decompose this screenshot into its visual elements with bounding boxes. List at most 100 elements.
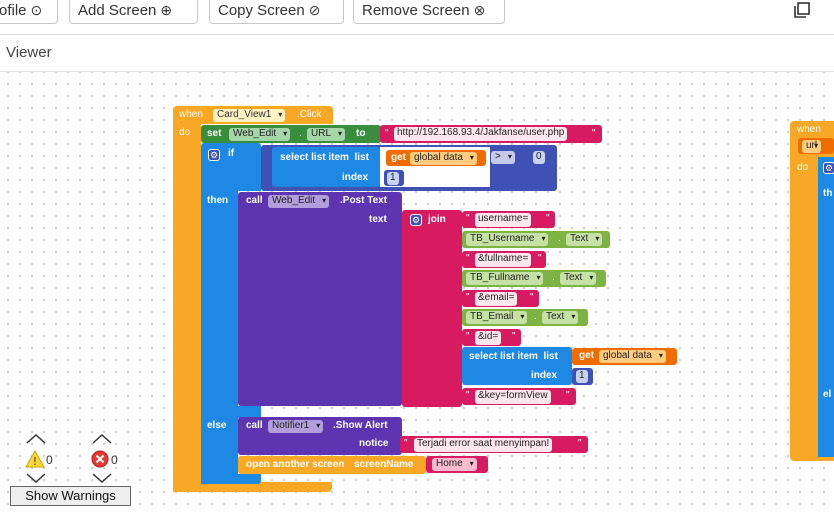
if-block[interactable]: ⚙ if (201, 143, 261, 191)
text-param-label: text (369, 214, 387, 225)
screen-name-label: screenName (354, 459, 414, 470)
list-label: list (354, 152, 369, 163)
open-screen-block[interactable]: open another screen screenName (238, 456, 426, 474)
post-text-block[interactable]: call Web_Edit .Post Text text (238, 192, 402, 406)
global-data-dropdown-2[interactable]: global data (599, 350, 666, 363)
tb-email-dropdown[interactable]: TB_Email (466, 311, 528, 324)
tb-email-property-dropdown[interactable]: Text (542, 311, 579, 324)
fullname-string[interactable]: &fullname= (475, 253, 532, 267)
join-item-id[interactable]: " &id= " (462, 329, 521, 346)
url-string[interactable]: http://192.168.93.4/Jakfanse/user.php (394, 127, 568, 141)
svg-text:!: ! (33, 455, 37, 468)
email-string[interactable]: &email= (475, 292, 518, 306)
get-global-data-block[interactable]: get global data (386, 150, 486, 166)
alert-method-label: .Show Alert (333, 420, 388, 431)
join-item-key[interactable]: " &key=formView " (462, 388, 576, 405)
copy-screen-button[interactable]: Copy Screen ⊘ (209, 0, 344, 24)
remove-screen-button[interactable]: Remove Screen ⊗ (353, 0, 505, 24)
if-then-column: then (201, 191, 238, 418)
copy-page-icon[interactable] (794, 2, 810, 18)
show-alert-block[interactable]: call Notifier1 .Show Alert notice (238, 417, 402, 455)
open-screen-label: open another screen (246, 459, 345, 470)
select-list-item-block-2[interactable]: select list item list index (462, 347, 572, 385)
screen-value-block[interactable]: Home (426, 456, 488, 473)
error-icon (91, 450, 109, 468)
post-component-dropdown[interactable]: Web_Edit (268, 195, 330, 208)
select-list-item-block[interactable]: select list item list index (272, 147, 380, 187)
set-url-block[interactable]: set Web_Edit . URL to (201, 125, 381, 143)
index-number-2[interactable]: 1 (576, 370, 588, 383)
event-block-header[interactable]: when Card_View1 .Click (173, 106, 333, 124)
else-label: else (207, 420, 227, 431)
profile-label: ofile (0, 2, 27, 19)
get-global-data-block-2[interactable]: get global data (572, 348, 677, 365)
id-string[interactable]: &id= (475, 331, 502, 345)
username-string[interactable]: username= (475, 213, 532, 227)
warning-count: 0 (46, 453, 53, 467)
compare-operator-dropdown[interactable]: > (491, 151, 515, 164)
notice-string[interactable]: Terjadi error saat menyimpan! (414, 438, 553, 452)
second-url-dropdown[interactable]: url (802, 140, 822, 153)
alert-component-dropdown[interactable]: Notifier1 (268, 420, 324, 433)
index-number[interactable]: 1 (387, 172, 399, 185)
tb-username-dropdown[interactable]: TB_Username (466, 233, 549, 246)
toolbar: ofile ⊙ Add Screen ⊕ Copy Screen ⊘ Remove S… (0, 0, 834, 34)
call-label: call (246, 195, 263, 206)
error-prev-arrow-icon[interactable] (91, 433, 113, 445)
index-number-block-2[interactable]: 1 (572, 368, 593, 385)
get-label-2: get (579, 350, 594, 361)
join-item-tb-username[interactable]: TB_Username . Text (462, 231, 610, 248)
url-text-block[interactable]: " http://192.168.93.4/Jakfanse/user.php … (380, 125, 602, 143)
tb-username-property-dropdown[interactable]: Text (566, 233, 603, 246)
do-label: do (179, 127, 191, 138)
list-label-2: list (543, 351, 558, 362)
second-when-label: when (797, 124, 821, 135)
second-then-label: th (823, 188, 833, 199)
call-label-2: call (246, 420, 263, 431)
join-item-username[interactable]: " username= " (462, 211, 555, 228)
join-block[interactable]: ⚙ join (402, 210, 462, 407)
join-item-tb-fullname[interactable]: TB_Fullname . Text (462, 270, 606, 287)
when-label: when (179, 109, 203, 120)
mutator-gear-icon[interactable]: ⚙ (208, 149, 220, 161)
tb-fullname-dropdown[interactable]: TB_Fullname (466, 272, 544, 285)
event-block-footer (173, 482, 332, 492)
index-number-block[interactable]: 1 (384, 170, 404, 186)
join-gear-icon[interactable]: ⚙ (410, 214, 422, 226)
select-list-item-label: select list item (280, 152, 349, 163)
second-gear-icon[interactable]: ⚙ (823, 162, 834, 174)
error-next-arrow-icon[interactable] (91, 472, 113, 484)
tb-fullname-property-dropdown[interactable]: Text (560, 272, 597, 285)
global-data-dropdown[interactable]: global data (410, 152, 477, 165)
set-component-dropdown[interactable]: Web_Edit (229, 128, 291, 141)
join-item-email[interactable]: " &email= " (462, 290, 539, 307)
set-label: set (207, 128, 222, 139)
post-method-label: .Post Text (340, 195, 388, 206)
chevron-circle-icon: ⊙ (30, 2, 43, 18)
screen-value-dropdown[interactable]: Home (432, 458, 477, 471)
add-screen-button[interactable]: Add Screen ⊕ (69, 0, 198, 24)
warning-next-arrow-icon[interactable] (25, 472, 47, 484)
remove-screen-label: Remove Screen (362, 2, 470, 19)
viewer-header: Viewer (0, 34, 834, 72)
show-warnings-button[interactable]: Show Warnings (10, 486, 131, 506)
join-item-fullname[interactable]: " &fullname= " (462, 251, 546, 268)
compare-value[interactable]: 0 (533, 151, 545, 164)
profile-button[interactable]: ofile ⊙ (0, 0, 58, 24)
add-screen-label: Add Screen (78, 2, 157, 19)
to-label: to (356, 128, 366, 139)
if-else-column: else (201, 418, 238, 484)
event-component-dropdown[interactable]: Card_View1 (213, 109, 286, 122)
key-string[interactable]: &key=formView (475, 390, 551, 404)
index-socket (380, 167, 490, 187)
join-item-tb-email[interactable]: TB_Email . Text (462, 309, 588, 326)
second-url-param[interactable]: url (798, 138, 834, 154)
event-block-body: do (173, 124, 201, 492)
notice-text-block[interactable]: " Terjadi error saat menyimpan! " (400, 436, 588, 453)
warning-prev-arrow-icon[interactable] (25, 433, 47, 445)
second-if-block[interactable]: ⚙ th el (818, 157, 834, 457)
second-else-label: el (823, 389, 832, 400)
copy-screen-label: Copy Screen (218, 2, 305, 19)
copy-icon: ⊘ (308, 2, 321, 18)
set-property-dropdown[interactable]: URL (307, 128, 346, 141)
